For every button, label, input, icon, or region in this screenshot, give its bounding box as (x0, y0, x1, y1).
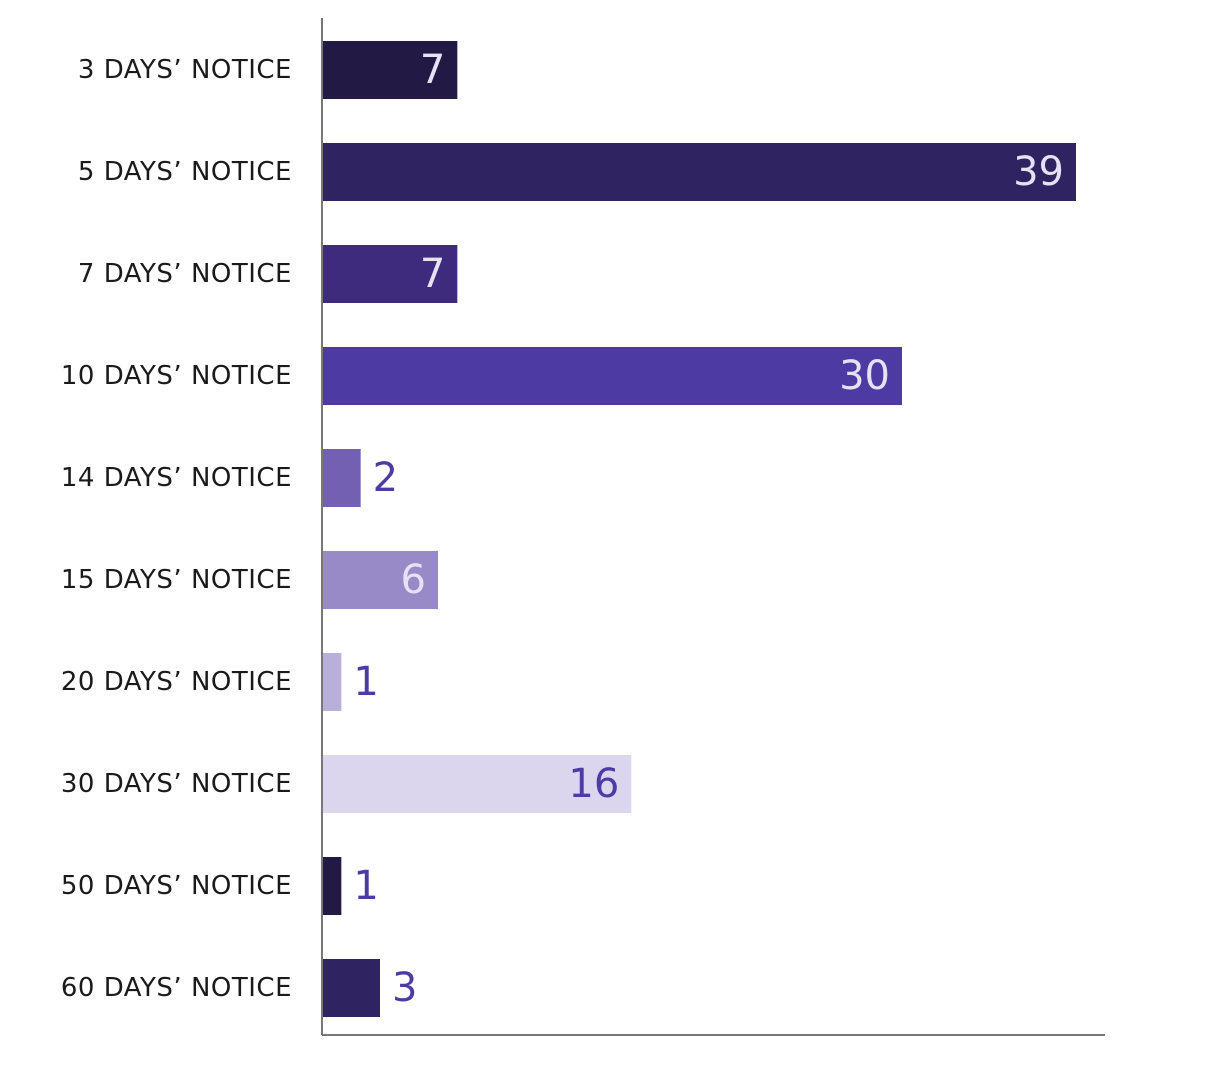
bar (322, 347, 902, 405)
bar (322, 449, 361, 507)
category-label: 30 DAYS’ NOTICE (61, 769, 292, 799)
category-label: 15 DAYS’ NOTICE (61, 565, 292, 595)
value-label: 3 (392, 965, 417, 1011)
bar (322, 653, 342, 711)
bar (322, 755, 632, 813)
value-labels-group: 7 39 7 30 2 6 1 16 1 3 (353, 47, 1064, 1011)
value-label: 7 (420, 47, 445, 93)
bar (322, 41, 458, 99)
value-label: 7 (420, 251, 445, 297)
category-labels-group: 3 DAYS’ NOTICE 5 DAYS’ NOTICE 7 DAYS’ NOTI… (61, 55, 292, 1003)
category-label: 14 DAYS’ NOTICE (61, 463, 292, 493)
category-label: 50 DAYS’ NOTICE (61, 871, 292, 901)
category-label: 10 DAYS’ NOTICE (61, 361, 292, 391)
bar (322, 857, 342, 915)
bar (322, 143, 1076, 201)
category-label: 60 DAYS’ NOTICE (61, 973, 292, 1003)
bar (322, 245, 458, 303)
value-label: 2 (373, 455, 398, 501)
category-label: 7 DAYS’ NOTICE (78, 259, 292, 289)
bars-group (322, 41, 1076, 1017)
bar (322, 959, 380, 1017)
category-label: 3 DAYS’ NOTICE (78, 55, 292, 85)
value-label: 30 (839, 353, 890, 399)
bar (322, 551, 438, 609)
value-label: 16 (568, 761, 619, 807)
value-label: 1 (353, 659, 378, 705)
value-label: 6 (401, 557, 426, 603)
value-label: 39 (1013, 149, 1064, 195)
category-label: 5 DAYS’ NOTICE (78, 157, 292, 187)
category-label: 20 DAYS’ NOTICE (61, 667, 292, 697)
value-label: 1 (353, 863, 378, 909)
